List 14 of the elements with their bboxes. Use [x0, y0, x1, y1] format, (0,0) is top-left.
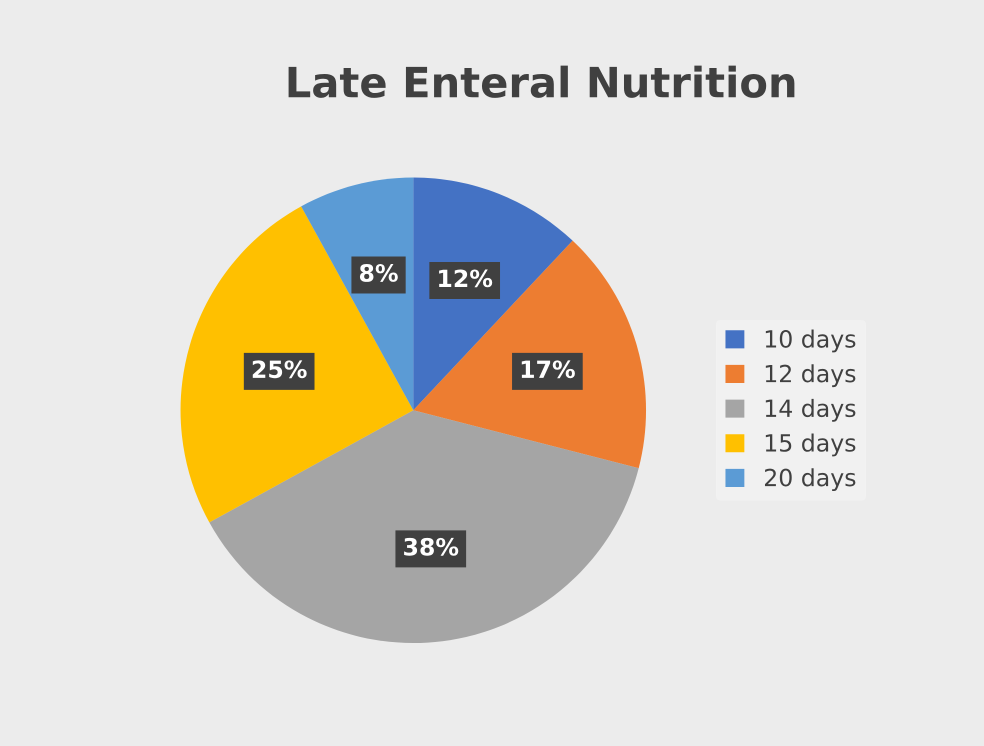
chart-title: Late Enteral Nutrition [288, 66, 794, 98]
pie-slice [180, 206, 414, 522]
legend-label: 10 days [766, 330, 856, 352]
data-label: 12% [439, 269, 492, 288]
legend-label: 20 days [764, 468, 856, 492]
data-label: 38% [404, 538, 458, 556]
legend-label: 12 days [766, 364, 856, 388]
pie-slice [413, 240, 646, 468]
pie-slice [209, 410, 639, 643]
data-label: 25% [252, 360, 307, 378]
data-label: 8% [360, 264, 398, 282]
data-label: 17% [522, 360, 575, 378]
legend-label: 15 days [766, 434, 856, 456]
legend-label: 14 days [766, 398, 856, 422]
